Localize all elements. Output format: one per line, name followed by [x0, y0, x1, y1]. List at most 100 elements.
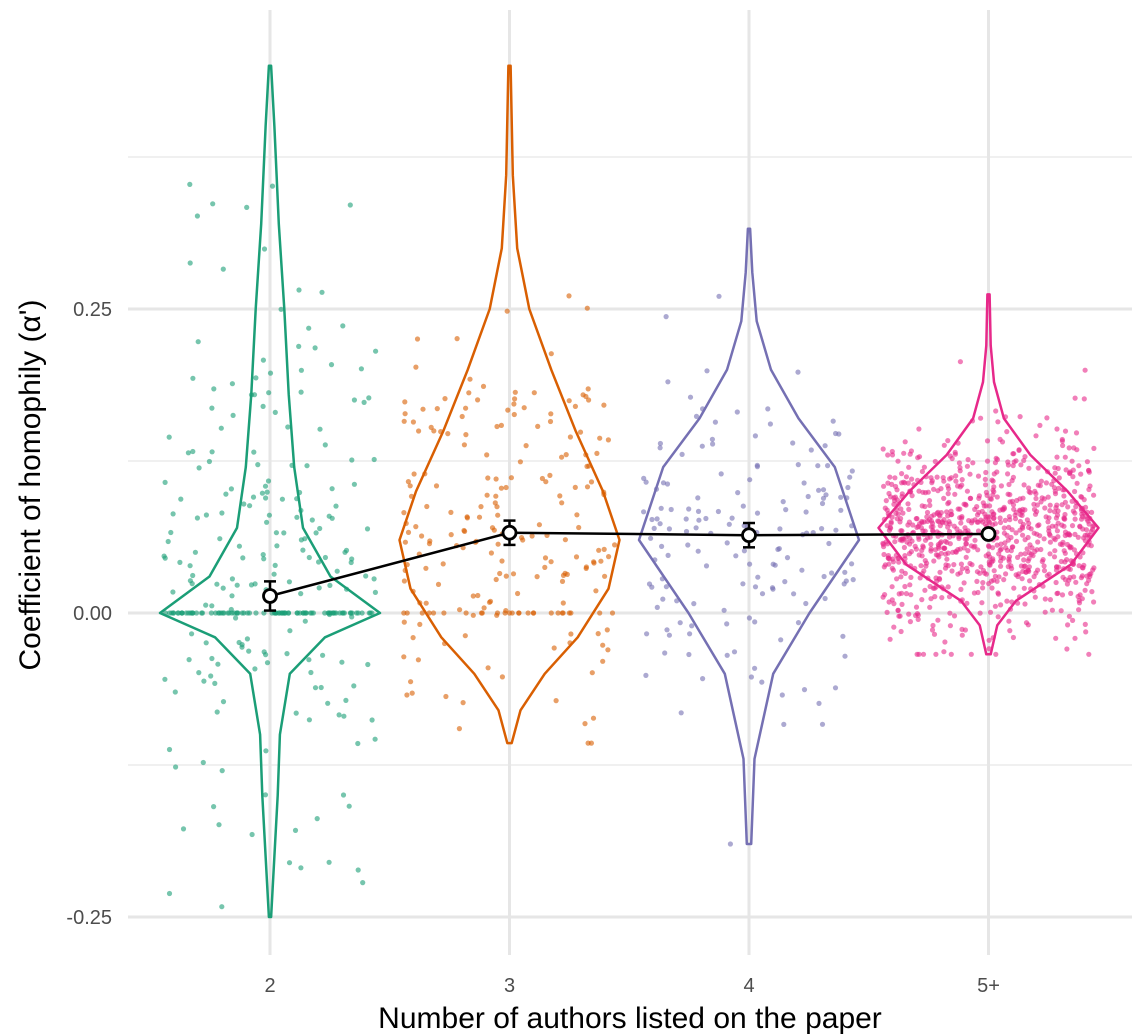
- data-point: [931, 631, 938, 637]
- data-point: [1060, 442, 1066, 449]
- data-point: [1007, 492, 1013, 498]
- data-point: [498, 422, 504, 428]
- data-point: [190, 572, 196, 579]
- data-point: [916, 552, 922, 558]
- data-point: [1081, 497, 1087, 503]
- data-point: [778, 637, 784, 643]
- data-point: [307, 610, 314, 616]
- data-point: [263, 748, 269, 754]
- mean-markers: [262, 519, 997, 612]
- data-point: [298, 389, 304, 395]
- mean-marker: [741, 527, 757, 544]
- data-point: [515, 590, 521, 597]
- data-point: [367, 610, 373, 616]
- data-point: [959, 632, 965, 638]
- data-point: [294, 610, 300, 616]
- data-point: [903, 591, 910, 597]
- data-point: [1004, 547, 1011, 554]
- data-point: [884, 609, 890, 616]
- data-point: [1079, 511, 1085, 517]
- data-point: [1032, 488, 1038, 494]
- data-point: [819, 526, 825, 532]
- data-point: [819, 500, 826, 507]
- data-point: [306, 325, 312, 331]
- data-point: [1021, 563, 1027, 570]
- data-point: [947, 453, 953, 459]
- data-point: [199, 610, 205, 616]
- data-point: [219, 904, 225, 910]
- data-point: [974, 504, 980, 510]
- data-point: [424, 503, 430, 510]
- data-point: [808, 447, 814, 453]
- data-point: [1062, 550, 1068, 556]
- data-point: [1010, 634, 1017, 641]
- data-point: [1035, 567, 1041, 573]
- data-point: [964, 463, 971, 469]
- data-point: [687, 394, 694, 400]
- data-point: [604, 627, 610, 633]
- data-point: [695, 548, 701, 554]
- data-point: [402, 539, 408, 545]
- data-point: [791, 591, 797, 597]
- data-point: [1044, 573, 1050, 579]
- data-point: [1026, 524, 1032, 531]
- data-point: [905, 480, 911, 486]
- data-point: [281, 530, 287, 536]
- data-point: [341, 610, 347, 616]
- data-point: [236, 639, 242, 646]
- data-point: [983, 516, 989, 522]
- data-point: [203, 602, 209, 608]
- data-point: [932, 594, 938, 600]
- data-point: [803, 600, 809, 607]
- data-point: [263, 652, 269, 658]
- data-point: [940, 475, 946, 481]
- data-point: [886, 527, 893, 534]
- data-point: [456, 726, 462, 732]
- data-point: [271, 571, 277, 577]
- data-point: [997, 507, 1003, 513]
- data-point: [772, 562, 778, 568]
- data-point: [1021, 557, 1027, 563]
- data-point: [534, 574, 540, 580]
- data-point: [1081, 535, 1087, 541]
- data-point: [686, 651, 692, 658]
- y-tick-label: -0.25: [66, 907, 112, 929]
- data-point: [815, 463, 821, 469]
- data-point: [983, 469, 989, 476]
- data-point: [915, 616, 921, 623]
- y-tick-label: 0.25: [73, 299, 112, 321]
- data-point: [948, 475, 955, 481]
- data-point: [919, 597, 925, 603]
- data-point: [976, 495, 982, 501]
- data-point: [915, 455, 921, 461]
- data-point: [1001, 577, 1007, 583]
- data-point: [936, 554, 942, 560]
- data-point: [1063, 467, 1069, 473]
- data-point: [892, 498, 898, 504]
- data-point: [703, 563, 710, 569]
- data-point: [445, 431, 451, 437]
- data-point: [1002, 517, 1008, 524]
- data-point: [230, 412, 236, 418]
- data-point: [889, 481, 895, 487]
- data-point: [220, 266, 226, 272]
- data-point: [993, 408, 999, 414]
- data-point: [189, 631, 195, 637]
- data-point: [285, 610, 292, 616]
- data-point: [941, 649, 947, 655]
- data-point: [364, 526, 371, 532]
- data-point: [190, 448, 196, 455]
- data-point: [909, 538, 915, 544]
- data-point: [916, 534, 922, 540]
- data-point: [1043, 514, 1049, 520]
- data-point: [1018, 551, 1024, 557]
- data-point: [442, 396, 448, 402]
- data-point: [497, 570, 503, 577]
- data-point: [832, 685, 839, 691]
- data-point: [259, 490, 265, 496]
- data-point: [666, 632, 673, 638]
- data-point: [208, 673, 214, 679]
- data-point: [1005, 471, 1011, 477]
- data-point: [253, 610, 259, 616]
